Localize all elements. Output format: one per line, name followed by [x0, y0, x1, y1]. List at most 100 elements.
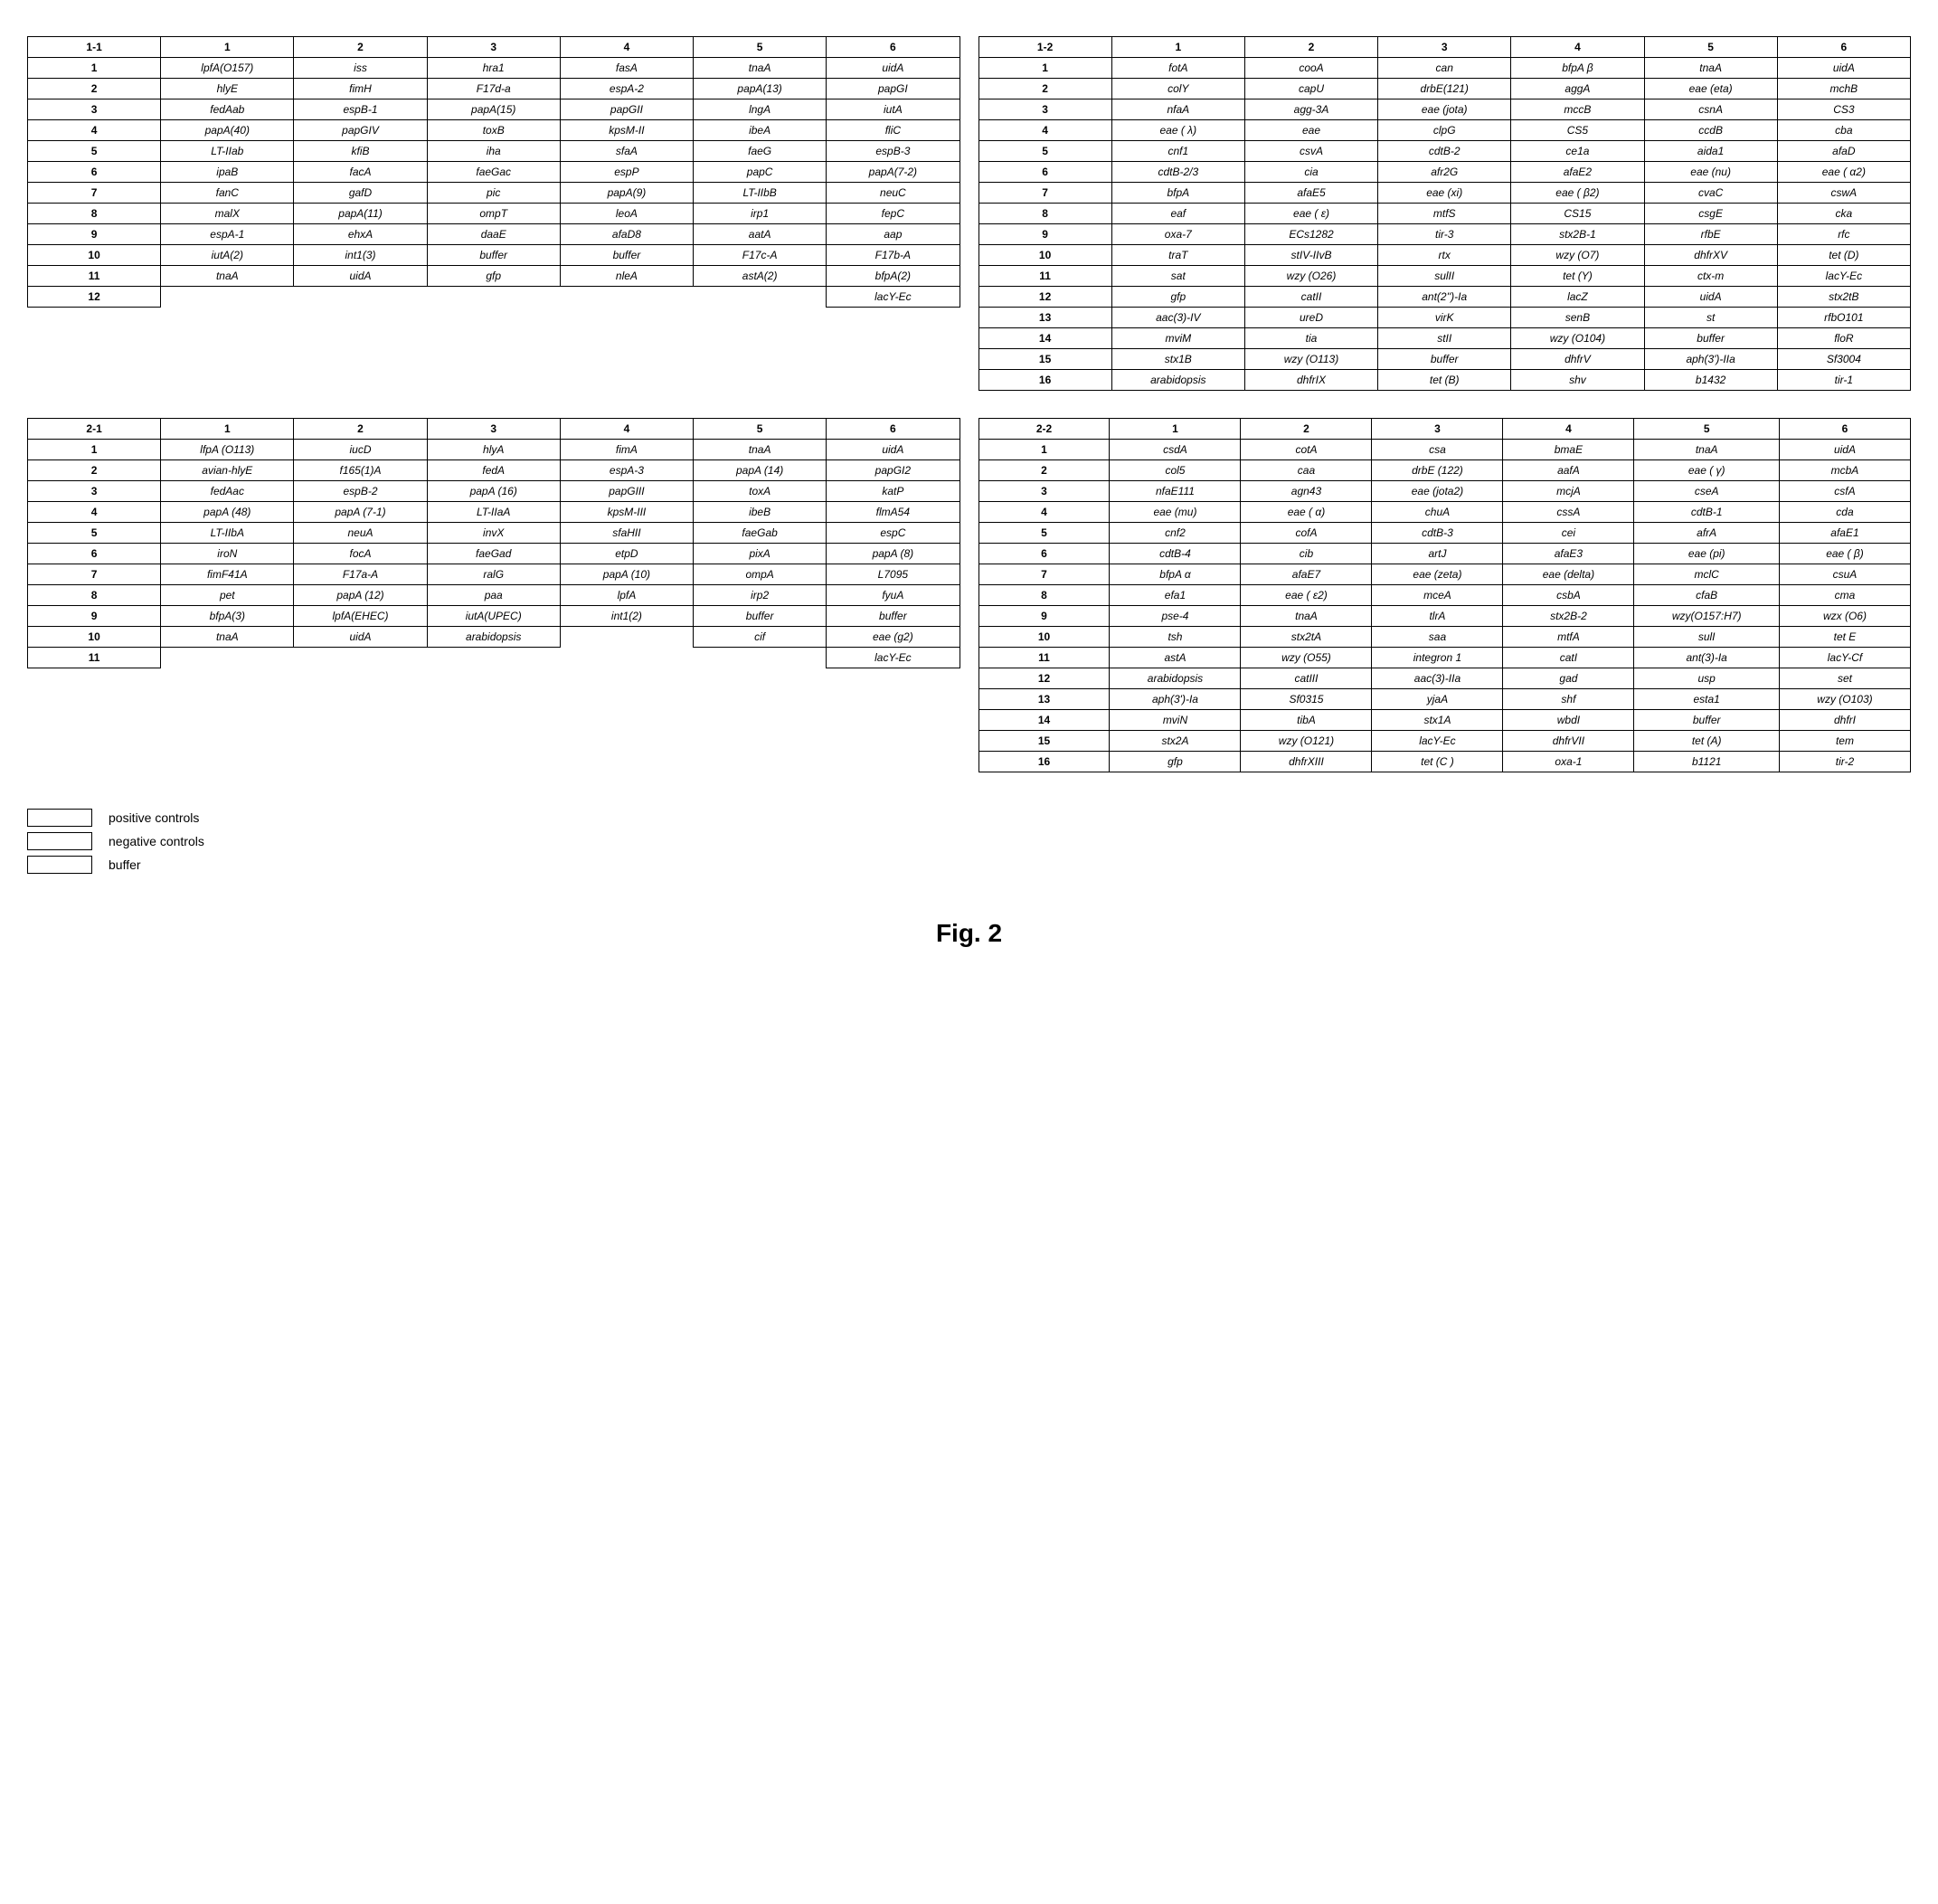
panel-2-2: 2-21234561csdAcotAcsabmaEtnaAuidA2col5ca… — [978, 418, 1912, 772]
legend-label: negative controls — [109, 834, 204, 848]
gene-cell: stx2B-2 — [1503, 606, 1634, 627]
gene-cell: papA (12) — [294, 585, 427, 606]
gene-cell: F17a-A — [294, 564, 427, 585]
col-header: 2 — [294, 419, 427, 440]
gene-cell: csuA — [1779, 564, 1910, 585]
gene-cell: lacY-Ec — [827, 648, 960, 668]
gene-cell: cswA — [1777, 183, 1910, 204]
gene-cell: L7095 — [827, 564, 960, 585]
row-header: 3 — [28, 481, 161, 502]
gene-cell: dhfrXV — [1644, 245, 1777, 266]
gene-cell: fedAab — [161, 99, 294, 120]
gene-cell: dhfrXIII — [1241, 752, 1372, 772]
gene-cell: buffer — [1378, 349, 1511, 370]
gene-cell: cif — [694, 627, 827, 648]
gene-cell: chuA — [1372, 502, 1503, 523]
gene-cell: papA (8) — [827, 544, 960, 564]
gene-cell: eae ( α) — [1241, 502, 1372, 523]
gene-cell: ctx-m — [1644, 266, 1777, 287]
gene-cell: eae ( γ) — [1634, 460, 1780, 481]
gene-cell: daaE — [427, 224, 560, 245]
col-header: 3 — [427, 37, 560, 58]
gene-cell: gad — [1503, 668, 1634, 689]
gene-cell: buffer — [1644, 328, 1777, 349]
gene-cell: CS5 — [1511, 120, 1644, 141]
gene-cell: lacY-Ec — [827, 287, 960, 308]
gene-cell: floR — [1777, 328, 1910, 349]
row-header: 2 — [978, 79, 1111, 99]
gene-cell: gfp — [1110, 752, 1241, 772]
col-header: 1 — [1111, 37, 1244, 58]
gene-cell: tnaA — [1634, 440, 1780, 460]
gene-cell: catIII — [1241, 668, 1372, 689]
gene-cell: irp1 — [694, 204, 827, 224]
gene-cell: focA — [294, 544, 427, 564]
gene-cell: uidA — [1644, 287, 1777, 308]
gene-cell: lngA — [694, 99, 827, 120]
row-header: 7 — [28, 183, 161, 204]
gene-cell: nfaE111 — [1110, 481, 1241, 502]
gene-cell: buffer — [694, 606, 827, 627]
gene-cell: uidA — [294, 266, 427, 287]
gene-cell: eae (g2) — [827, 627, 960, 648]
gene-cell: wbdI — [1503, 710, 1634, 731]
gene-cell: afaD8 — [560, 224, 693, 245]
gene-cell: iha — [427, 141, 560, 162]
gene-cell: espA-3 — [560, 460, 693, 481]
col-header: 5 — [1644, 37, 1777, 58]
gene-cell: csdA — [1110, 440, 1241, 460]
gene-cell: fedA — [427, 460, 560, 481]
gene-cell: oxa-7 — [1111, 224, 1244, 245]
gene-cell: stx2A — [1110, 731, 1241, 752]
gene-cell: mcbA — [1779, 460, 1910, 481]
gene-cell: aac(3)-IV — [1111, 308, 1244, 328]
col-header: 1 — [161, 37, 294, 58]
gene-cell: papA(13) — [694, 79, 827, 99]
gene-cell: eae (zeta) — [1372, 564, 1503, 585]
row-header: 3 — [28, 99, 161, 120]
gene-cell: wzy (O113) — [1244, 349, 1377, 370]
gene-cell: kpsM-II — [560, 120, 693, 141]
gene-cell: facA — [294, 162, 427, 183]
legend-label: buffer — [109, 857, 141, 872]
gene-cell: tir-1 — [1777, 370, 1910, 391]
gene-cell: mviM — [1111, 328, 1244, 349]
gene-cell: mclC — [1634, 564, 1780, 585]
gene-cell: lpfA — [560, 585, 693, 606]
gene-cell: bfpA β — [1511, 58, 1644, 79]
gene-cell: cdtB-2 — [1378, 141, 1511, 162]
gene-cell: paa — [427, 585, 560, 606]
row-header: 15 — [978, 349, 1111, 370]
gene-cell: fliC — [827, 120, 960, 141]
gene-cell: cofA — [1241, 523, 1372, 544]
gene-cell: clpG — [1378, 120, 1511, 141]
legend-swatch — [27, 856, 92, 874]
gene-cell: wzy (O55) — [1241, 648, 1372, 668]
col-header: 1 — [1110, 419, 1241, 440]
gene-cell: cdtB-4 — [1110, 544, 1241, 564]
gene-cell: papA(40) — [161, 120, 294, 141]
gene-cell: kfiB — [294, 141, 427, 162]
gene-cell: kpsM-III — [560, 502, 693, 523]
gene-cell: cseA — [1634, 481, 1780, 502]
gene-cell: cdtB-2/3 — [1111, 162, 1244, 183]
gene-cell — [427, 287, 560, 308]
gene-cell: aggA — [1511, 79, 1644, 99]
gene-cell: cssA — [1503, 502, 1634, 523]
gene-cell: eae (delta) — [1503, 564, 1634, 585]
row-header: 12 — [28, 287, 161, 308]
gene-cell: afaD — [1777, 141, 1910, 162]
gene-cell: buffer — [1634, 710, 1780, 731]
gene-cell: lacY-Ec — [1372, 731, 1503, 752]
gene-cell: tnaA — [161, 627, 294, 648]
gene-cell: eae ( ε2) — [1241, 585, 1372, 606]
row-header: 13 — [978, 689, 1110, 710]
gene-cell: stx1A — [1372, 710, 1503, 731]
gene-cell: afaE2 — [1511, 162, 1644, 183]
gene-cell: aph(3')-Ia — [1110, 689, 1241, 710]
gene-cell: cdtB-1 — [1634, 502, 1780, 523]
gene-cell: stx2tB — [1777, 287, 1910, 308]
gene-cell: cfaB — [1634, 585, 1780, 606]
col-header: 5 — [1634, 419, 1780, 440]
col-header: 6 — [827, 419, 960, 440]
